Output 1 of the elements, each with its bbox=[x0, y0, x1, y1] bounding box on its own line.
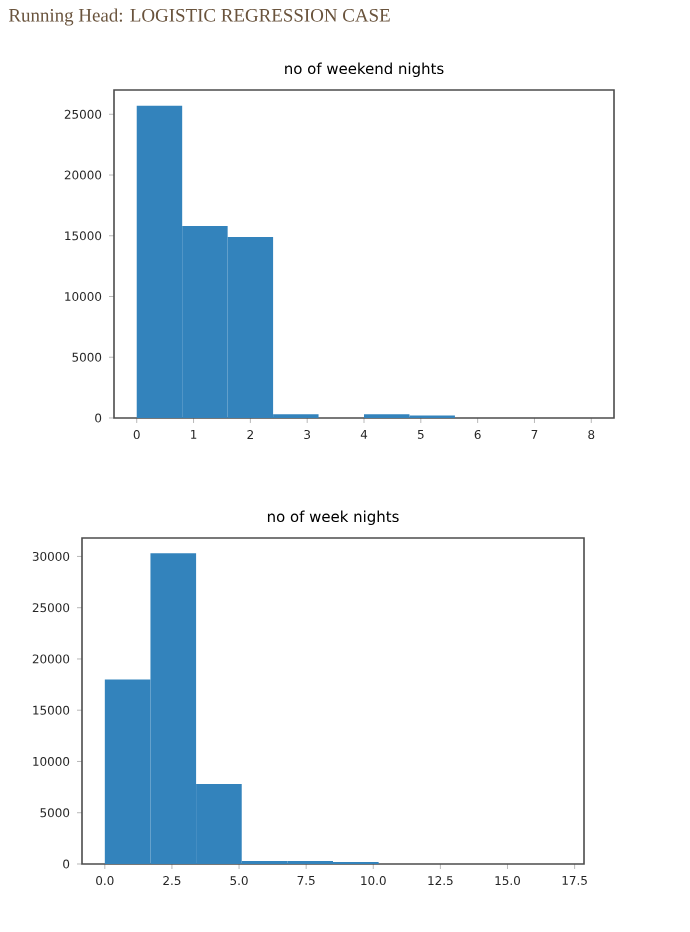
text: Running Head: LOGISTIC REGRESSION CASE bbox=[8, 8, 390, 26]
